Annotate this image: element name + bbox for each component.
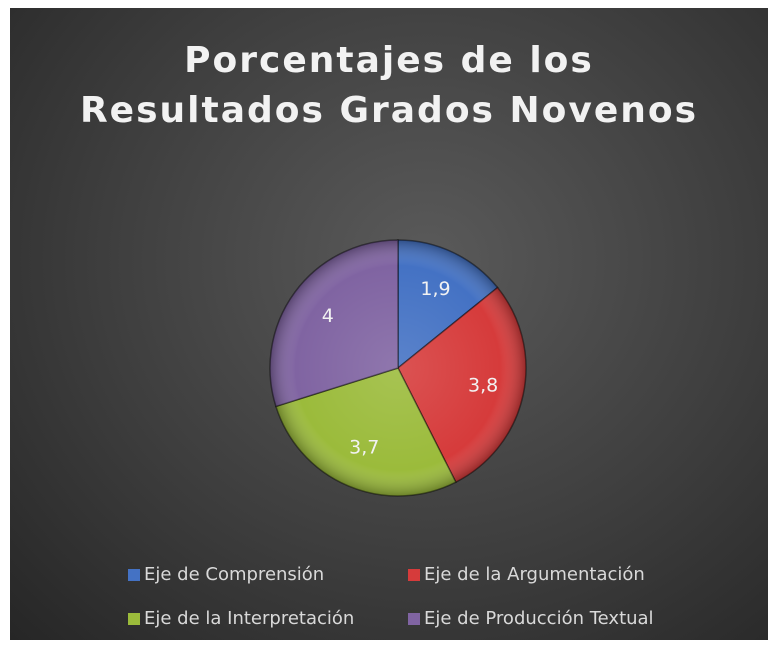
data-label: 3,7 bbox=[349, 437, 379, 459]
data-label: 3,8 bbox=[468, 375, 498, 397]
chart-title: Porcentajes de los Resultados Grados Nov… bbox=[79, 40, 699, 131]
slice-sheen bbox=[398, 240, 498, 368]
legend-swatch bbox=[408, 613, 420, 625]
legend-swatch bbox=[128, 613, 140, 625]
legend-label: Eje de Comprensión bbox=[144, 564, 324, 585]
data-label: 4 bbox=[322, 305, 334, 327]
slice-sheen bbox=[275, 368, 456, 496]
slice-sheen bbox=[398, 287, 526, 483]
legend-label: Eje de Producción Textual bbox=[424, 608, 654, 629]
data-label: 1,9 bbox=[420, 278, 450, 300]
legend-label: Eje de la Interpretación bbox=[144, 608, 354, 629]
slice-sheen bbox=[270, 240, 398, 407]
legend-swatch bbox=[128, 569, 140, 581]
legend-label: Eje de la Argumentación bbox=[424, 564, 645, 585]
legend-swatch bbox=[408, 569, 420, 581]
chart-area: Porcentajes de los Resultados Grados Nov… bbox=[10, 8, 768, 640]
chart: 1,9 3,8 3,7 4 Eje de Comprensión Eje de la Ar… bbox=[128, 239, 654, 629]
